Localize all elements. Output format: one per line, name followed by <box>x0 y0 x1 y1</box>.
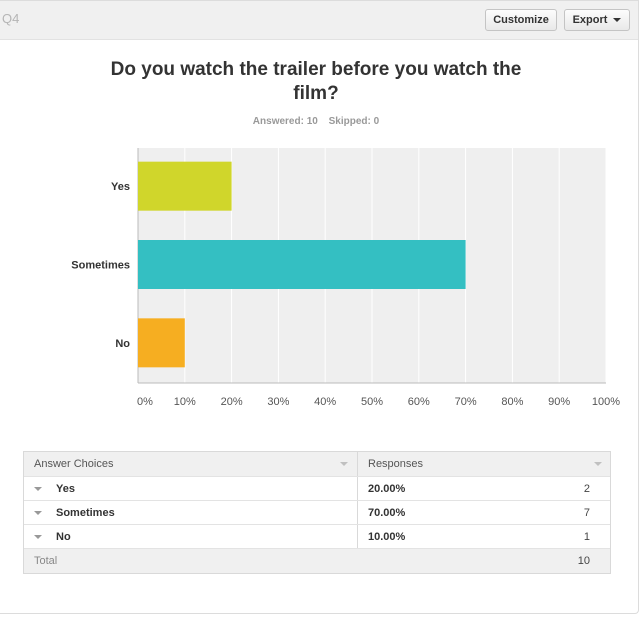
expand-icon[interactable] <box>34 534 42 539</box>
skipped-count: Skipped: 0 <box>328 116 380 127</box>
total-value: 10 <box>577 555 590 567</box>
sort-icon[interactable] <box>340 462 348 466</box>
table-row: Yes 20.00% 2 <box>24 476 610 500</box>
x-tick-label: 80% <box>501 396 523 408</box>
category-label: No <box>115 338 130 350</box>
total-label: Total <box>34 555 58 567</box>
x-tick-label: 20% <box>221 396 243 408</box>
x-tick-label: 0% <box>137 396 153 408</box>
response-percent: 20.00% <box>357 477 610 500</box>
expand-icon[interactable] <box>34 510 42 515</box>
response-count: 1 <box>583 530 590 543</box>
export-label: Export <box>572 14 608 26</box>
answered-count: Answered: 10 <box>252 116 318 127</box>
responses-header-label: Responses <box>368 458 424 470</box>
answer-choice-label: Yes <box>56 482 75 495</box>
responses-table: Answer Choices Responses Yes 20.00% 2 Somet… <box>23 451 611 574</box>
table-row: No 10.00% 1 <box>24 524 610 548</box>
category-label: Sometimes <box>71 260 130 272</box>
x-tick-label: 10% <box>174 396 196 408</box>
response-count: 7 <box>583 506 590 519</box>
response-stats: Answered: 10 Skipped: 0 <box>0 116 632 127</box>
answer-choice-cell: No <box>24 525 357 548</box>
question-toolbar: Q4 Customize Export <box>0 1 638 40</box>
bar-sometimes <box>138 240 466 289</box>
x-tick-label: 90% <box>548 396 570 408</box>
expand-icon[interactable] <box>34 486 42 491</box>
customize-button[interactable]: Customize <box>485 9 557 31</box>
answer-choice-label: No <box>56 530 71 543</box>
x-tick-label: 40% <box>314 396 336 408</box>
question-title: Do you watch the trailer before you watc… <box>110 59 522 104</box>
category-label: Yes <box>111 181 130 193</box>
response-percent: 70.00% <box>357 501 610 524</box>
table-header-row: Answer Choices Responses <box>24 452 610 476</box>
responses-header[interactable]: Responses <box>357 452 610 476</box>
x-tick-label: 50% <box>361 396 383 408</box>
response-count: 2 <box>583 482 590 495</box>
question-number: Q4 <box>2 11 20 26</box>
caret-down-icon <box>613 18 622 22</box>
total-row: Total 10 <box>24 548 610 573</box>
answer-choices-header-label: Answer Choices <box>34 458 114 470</box>
export-button[interactable]: Export <box>564 9 630 31</box>
bar-no <box>138 318 185 368</box>
answer-choice-label: Sometimes <box>56 506 115 519</box>
x-tick-label: 60% <box>408 396 430 408</box>
bar-yes <box>138 161 232 211</box>
bar-chart: Yes Sometimes No 0% 10% 20% 30% 40% 50% 60% 70% 80%… <box>71 148 620 408</box>
answer-choice-cell: Sometimes <box>24 501 357 524</box>
answer-choices-header[interactable]: Answer Choices <box>24 452 357 476</box>
x-tick-label: 100% <box>592 396 620 408</box>
sort-icon[interactable] <box>594 462 602 466</box>
answer-choice-cell: Yes <box>24 477 357 500</box>
response-percent: 10.00% <box>357 525 610 548</box>
x-tick-label: 70% <box>455 396 477 408</box>
table-row: Sometimes 70.00% 7 <box>24 500 610 524</box>
x-tick-label: 30% <box>267 396 289 408</box>
